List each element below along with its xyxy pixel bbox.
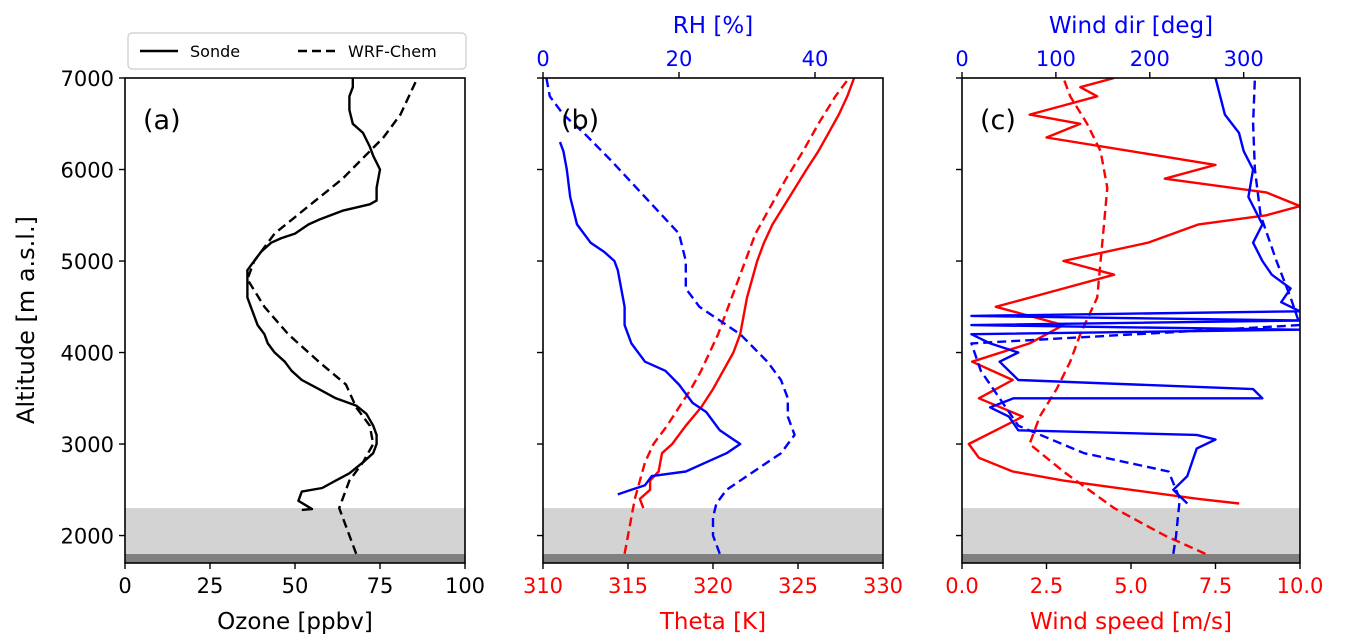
x-tick-label: 0 — [118, 574, 131, 598]
shade-band-1 — [125, 553, 465, 563]
x-tick-label: 325 — [778, 574, 818, 598]
shade-band-2 — [543, 508, 883, 554]
x-tick-label: 310 — [523, 574, 563, 598]
x2-tick-label: 200 — [1130, 47, 1170, 71]
series-line-1 — [638, 78, 856, 509]
y-tick-label: 7000 — [61, 67, 114, 91]
x-tick-label: 75 — [367, 574, 394, 598]
x-tick-label: 50 — [282, 574, 309, 598]
x2-axis-label: RH [%] — [673, 13, 753, 39]
x-tick-label: 5.0 — [1114, 574, 1147, 598]
x2-tick-label: 20 — [666, 47, 693, 71]
panel-label: (c) — [980, 105, 1016, 136]
x-tick-label: 315 — [608, 574, 648, 598]
series-line-1 — [246, 78, 382, 512]
x-axis-label: Theta [K] — [659, 609, 766, 635]
x-tick-label: 320 — [693, 574, 733, 598]
series-line-1 — [967, 78, 1300, 505]
plot-area — [543, 78, 883, 563]
x-tick-label: 7.5 — [1199, 574, 1232, 598]
legend-label-1: Sonde — [190, 42, 240, 61]
panel-label: (b) — [561, 105, 599, 136]
plot-area — [962, 78, 1300, 563]
shade-band-2 — [125, 508, 465, 554]
x2-axis-label: Wind dir [deg] — [1049, 13, 1213, 39]
x2-tick-label: 0 — [955, 47, 968, 71]
series-line-4 — [970, 78, 1300, 554]
y-tick-label: 3000 — [61, 433, 114, 457]
shade-band-1 — [962, 553, 1300, 563]
y-tick-label: 6000 — [61, 159, 114, 183]
x-tick-label: 25 — [197, 574, 224, 598]
x2-tick-label: 300 — [1224, 47, 1264, 71]
legend-label-2: WRF-Chem — [348, 42, 437, 61]
x2-tick-label: 100 — [1036, 47, 1076, 71]
panel-label: (a) — [143, 105, 181, 136]
panel-2: 310 315 320 325 330 Theta [K] 0 20 40 RH [%] (b) — [523, 13, 903, 635]
panel-3: 0.0 2.5 5.0 7.5 10.0 Wind speed [m/s] 0 100 200 3… — [945, 13, 1323, 635]
x-axis-label: Wind speed [m/s] — [1030, 609, 1232, 635]
series-line-3 — [970, 78, 1300, 505]
plot-area — [125, 78, 465, 563]
x2-tick-label: 40 — [802, 47, 829, 71]
x-axis-label: Ozone [ppbv] — [217, 609, 373, 635]
series-line-3 — [558, 141, 742, 496]
y-axis-label: Altitude [m a.s.l.] — [12, 216, 40, 424]
y-tick-label: 4000 — [61, 342, 114, 366]
panel-1: 2000 3000 4000 5000 6000 7000 0 25 50 75 100 Ozone … — [61, 67, 486, 635]
shade-band-2 — [962, 508, 1300, 554]
axes-frame — [542, 77, 884, 564]
x-tick-label: 0.0 — [945, 574, 978, 598]
shade-band-1 — [543, 553, 883, 563]
axes-frame — [124, 77, 466, 564]
x2-tick-label: 0 — [536, 47, 549, 71]
x-tick-label: 330 — [863, 574, 903, 598]
x-tick-label: 2.5 — [1030, 574, 1063, 598]
y-tick-label: 2000 — [61, 525, 114, 549]
series-line-4 — [545, 78, 796, 555]
legend: Sonde WRF-Chem — [127, 32, 467, 70]
y-tick-label: 5000 — [61, 250, 114, 274]
x-tick-label: 10.0 — [1277, 574, 1324, 598]
x-tick-label: 100 — [445, 574, 485, 598]
series-line-2 — [623, 78, 850, 555]
legend-box — [127, 32, 467, 70]
series-line-2 — [1028, 78, 1206, 555]
